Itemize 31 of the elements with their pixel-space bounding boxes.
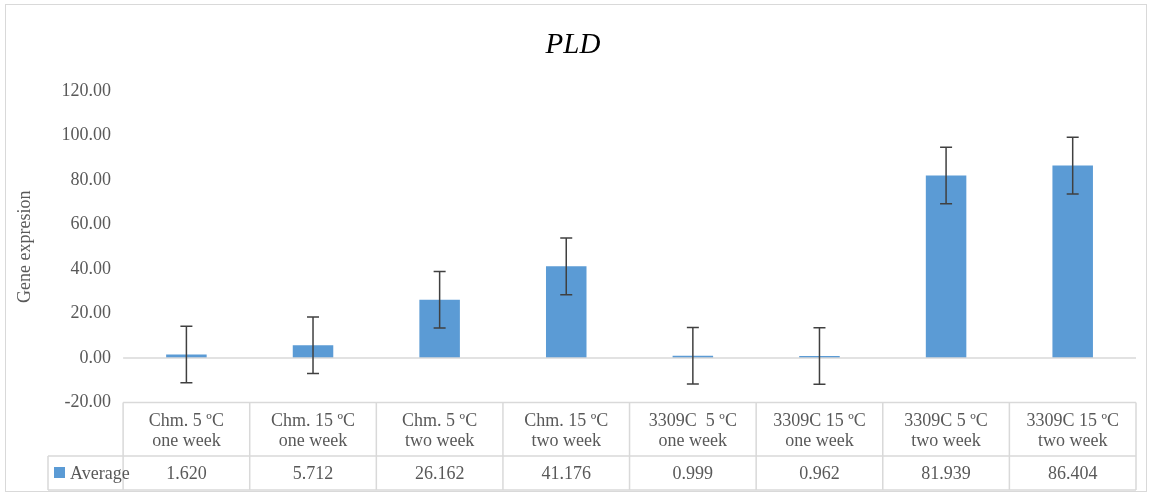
y-tick-label: 40.00 (70, 257, 112, 278)
y-tick-label: -20.00 (64, 391, 112, 412)
bar (545, 266, 587, 359)
y-tick-label: 80.00 (70, 168, 112, 189)
data-label: 81.939 (921, 462, 971, 483)
data-label: 0.999 (672, 462, 714, 483)
x-tick-label: Chm. 5 ºC one week (148, 409, 224, 451)
y-tick-label: 20.00 (70, 302, 112, 323)
x-tick-label: 3309C 5 ºC one week (648, 409, 737, 451)
y-axis-title: Gene expresion (13, 190, 34, 303)
bar (419, 299, 460, 359)
data-label: 1.620 (166, 462, 207, 483)
x-tick-label: 3309C 5 ºC two week (904, 409, 988, 451)
x-tick-label: 3309C 15 ºC one week (773, 409, 866, 451)
x-tick-label: Chm. 5 ºC two week (402, 409, 478, 451)
y-tick-label: 120.00 (61, 79, 112, 100)
y-tick-label: 0.00 (79, 346, 112, 367)
data-label: 26.162 (414, 462, 465, 483)
data-label: 41.176 (541, 462, 591, 483)
x-tick-label: Chm. 15 ºC one week (270, 409, 356, 451)
bar (1052, 165, 1093, 359)
chart-title: PLD (544, 27, 601, 60)
legend-label: Average (70, 462, 130, 483)
y-tick-label: 100.00 (61, 124, 112, 145)
data-label: 5.712 (292, 462, 334, 483)
x-tick-label: Chm. 15 ºC two week (524, 409, 609, 451)
y-tick-label: 60.00 (70, 213, 112, 234)
x-tick-label: 3309C 15 ºC two week (1026, 409, 1119, 451)
data-label: 86.404 (1047, 462, 1098, 483)
bar (925, 175, 967, 359)
data-label: 0.962 (799, 462, 840, 483)
